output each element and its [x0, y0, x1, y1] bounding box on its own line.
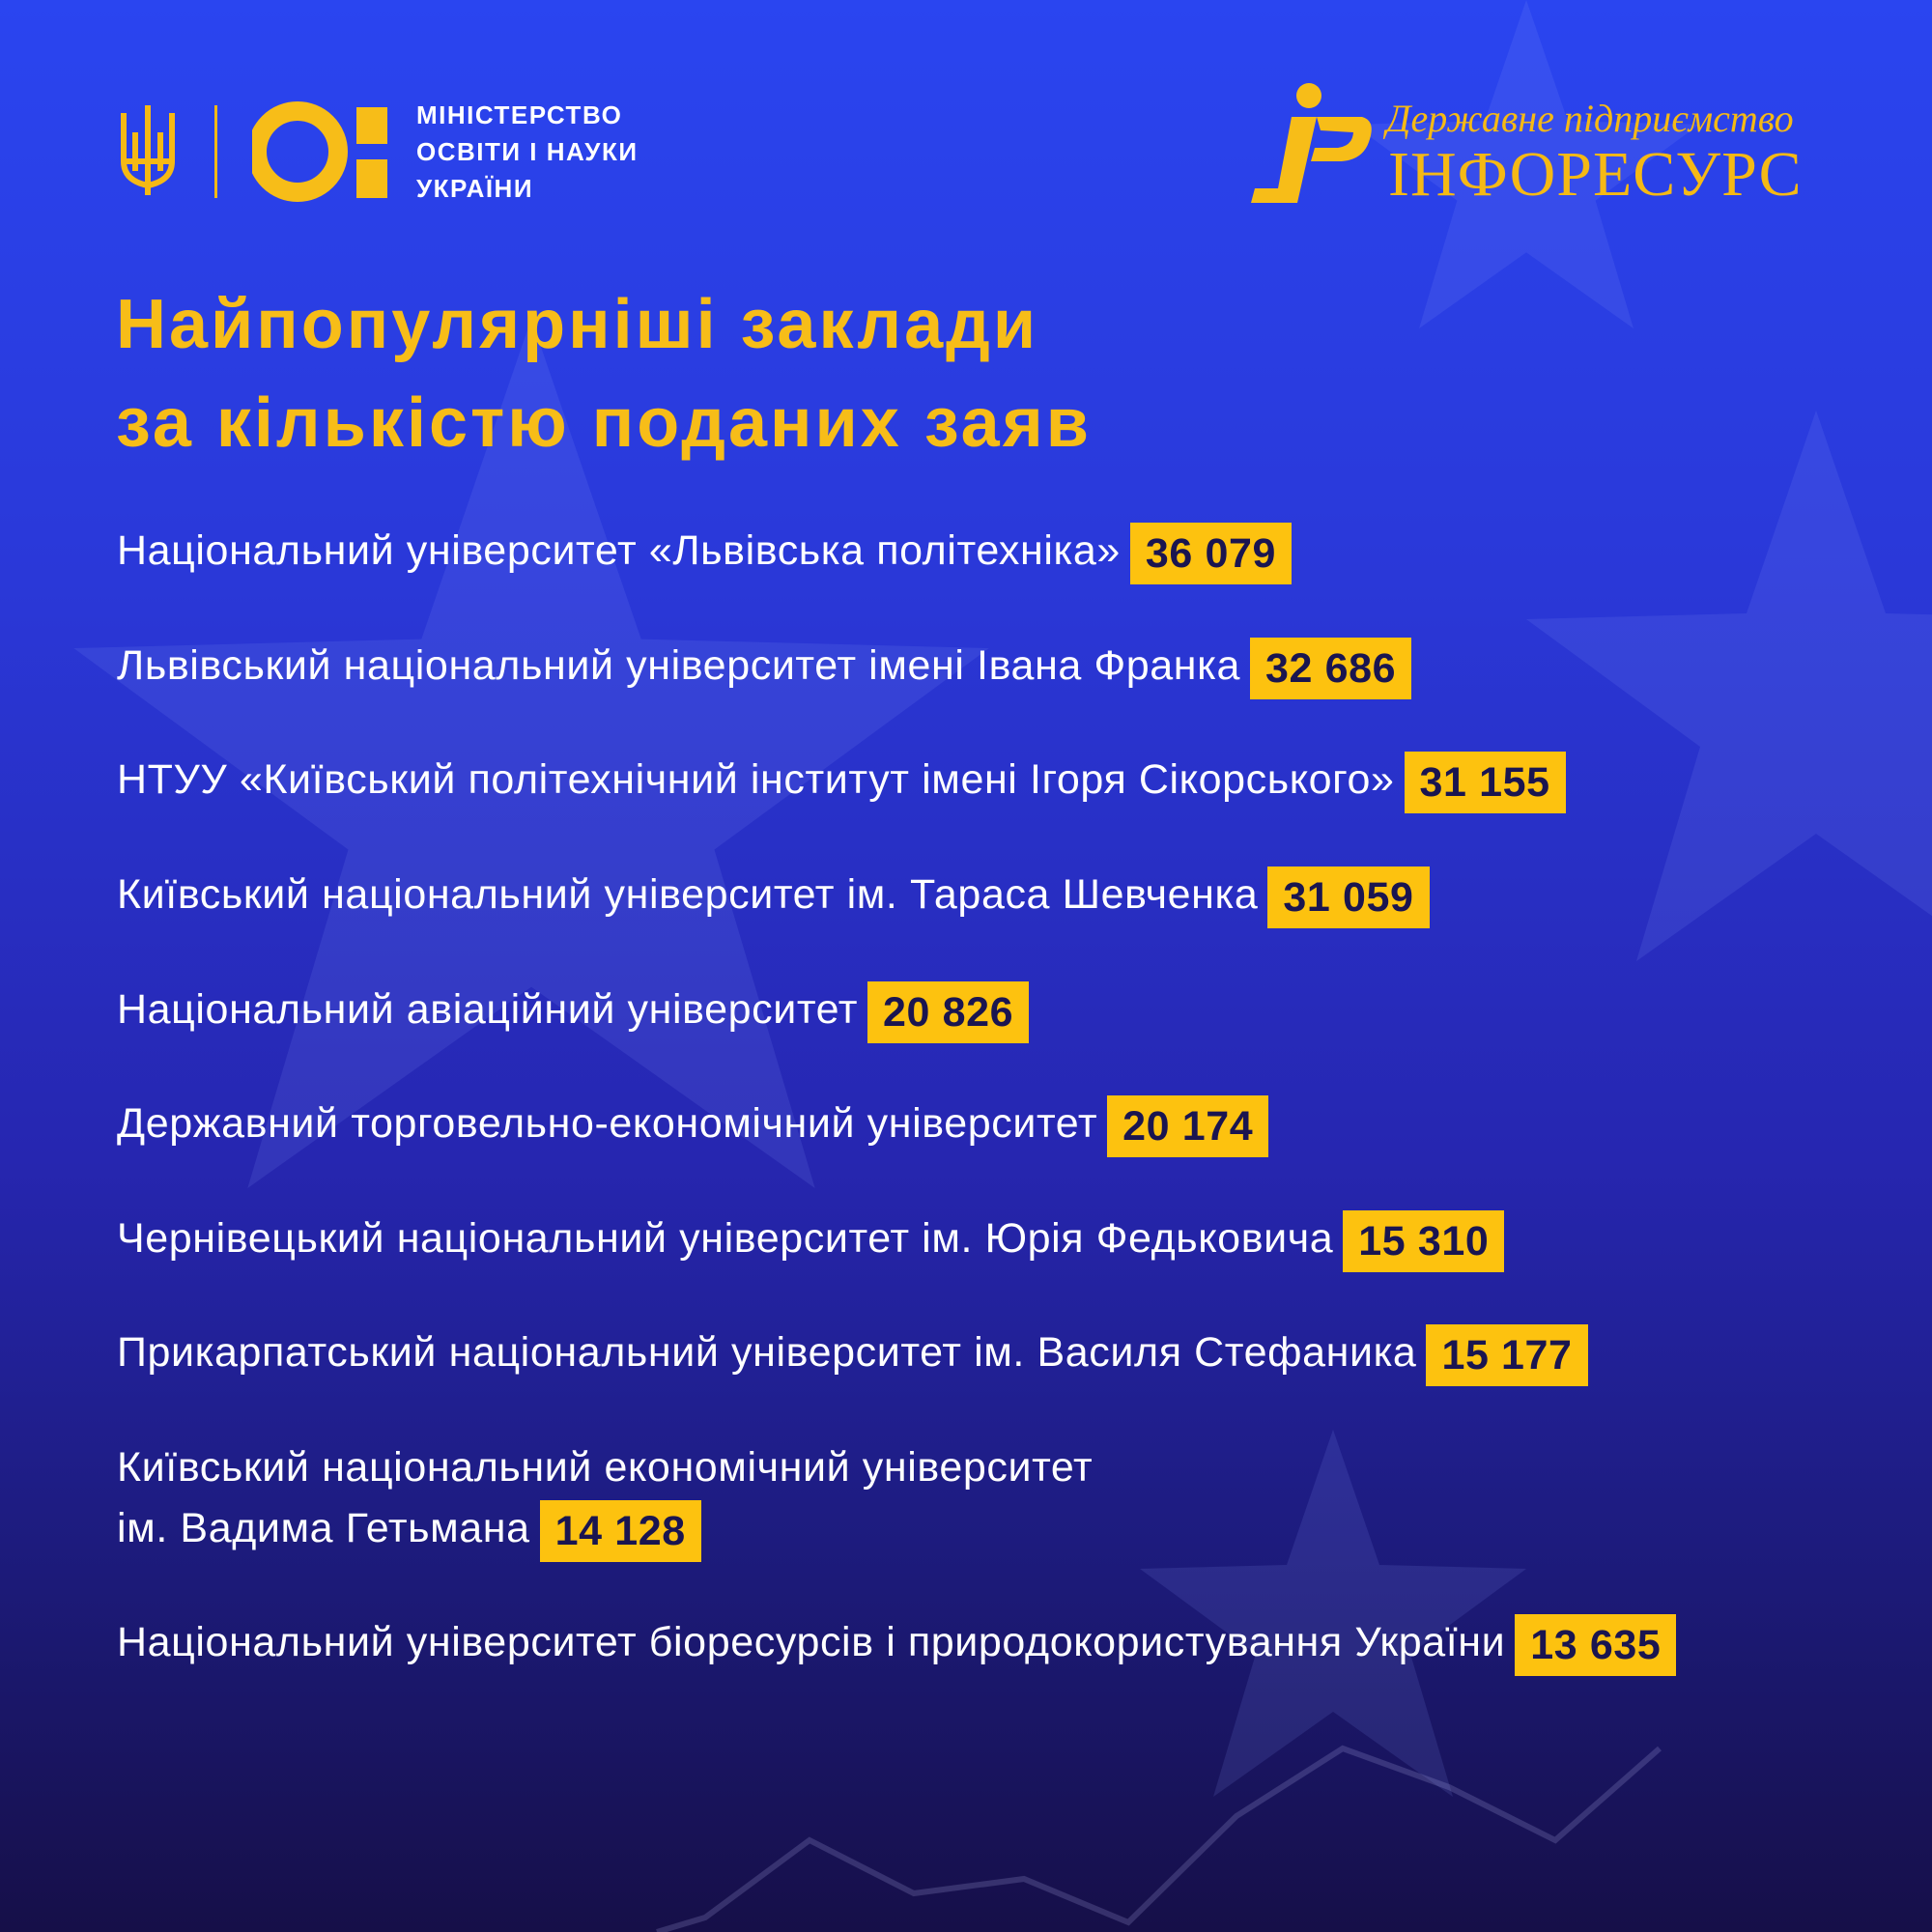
institution-name: Державний торговельно-економічний універ…	[117, 1100, 1098, 1147]
ministry-logo: МІНІСТЕРСТВО ОСВІТИ І НАУКИ УКРАЇНИ	[116, 97, 639, 207]
ministry-text-line: МІНІСТЕРСТВО	[416, 100, 623, 129]
inforesurs-logo: Державне підприємство ІНФОРЕСУРС	[1241, 82, 1802, 213]
list-item: Національний університет біоресурсів і п…	[117, 1613, 1677, 1676]
title-line: за кількістю поданих заяв	[116, 384, 1092, 462]
institution-name: Київський національний університет ім. Т…	[117, 871, 1259, 918]
list-item: Прикарпатський національний університет …	[117, 1323, 1588, 1386]
count-badge: 20 174	[1107, 1094, 1269, 1157]
institution-name: Чернівецький національний університет ім…	[117, 1215, 1334, 1262]
logo-divider	[214, 105, 217, 198]
count-badge: 36 079	[1129, 522, 1293, 584]
institution-name: Прикарпатський національний університет …	[117, 1329, 1417, 1376]
list-item: Київський національний економічний уніве…	[117, 1438, 1093, 1496]
institution-name: Львівський національний університет імен…	[117, 642, 1241, 689]
ip-logo-mark	[1251, 83, 1372, 203]
inforesurs-subtitle: Державне підприємство	[1386, 97, 1794, 140]
background-star-icon	[1140, 1430, 1526, 1797]
count-badge: 14 128	[539, 1499, 701, 1562]
ministry-text-line: ОСВІТИ І НАУКИ	[416, 137, 639, 166]
inforesurs-name: ІНФОРЕСУРС	[1388, 139, 1803, 210]
list-item: Національний авіаційний університет 20 82…	[117, 980, 1030, 1043]
institution-name: Національний авіаційний університет	[117, 986, 859, 1033]
count-badge: 31 059	[1267, 866, 1430, 928]
institution-name: ім. Вадима Гетьмана	[117, 1505, 530, 1551]
list-item: Львівський національний університет імен…	[117, 637, 1412, 699]
institution-name: Національний університет біоресурсів і п…	[117, 1619, 1506, 1665]
count-badge: 15 310	[1343, 1209, 1505, 1272]
list-item: НТУУ «Київський політехнічний інститут і…	[117, 751, 1566, 813]
count-badge: 15 177	[1426, 1323, 1588, 1386]
list-item: Київський національний університет ім. Т…	[117, 866, 1430, 928]
list-item: Державний торговельно-економічний універ…	[117, 1094, 1269, 1157]
institution-name: Національний університет «Львівська полі…	[117, 527, 1121, 574]
mon-logo-mark	[252, 101, 387, 202]
count-badge: 31 155	[1404, 751, 1566, 813]
count-badge: 13 635	[1515, 1613, 1677, 1676]
page-title: Найпопулярніші заклади за кількістю пода…	[116, 275, 1092, 472]
list-item: Національний університет «Львівська полі…	[117, 522, 1293, 584]
background-star-icon	[1526, 411, 1932, 961]
background-star-icon	[1353, 0, 1699, 328]
list-item: Чернівецький національний університет ім…	[117, 1209, 1505, 1272]
background-star-icon	[73, 319, 989, 1188]
list-item-continuation: ім. Вадима Гетьмана 14 128	[117, 1499, 701, 1562]
institution-name: НТУУ «Київський політехнічний інститут і…	[117, 756, 1395, 803]
title-line: Найпопулярніші заклади	[116, 286, 1039, 363]
count-badge: 20 826	[867, 980, 1030, 1043]
ministry-text-line: УКРАЇНИ	[416, 174, 534, 203]
trident-icon	[121, 105, 175, 195]
institution-name: Київський національний економічний уніве…	[117, 1444, 1094, 1491]
count-badge: 32 686	[1250, 637, 1412, 699]
